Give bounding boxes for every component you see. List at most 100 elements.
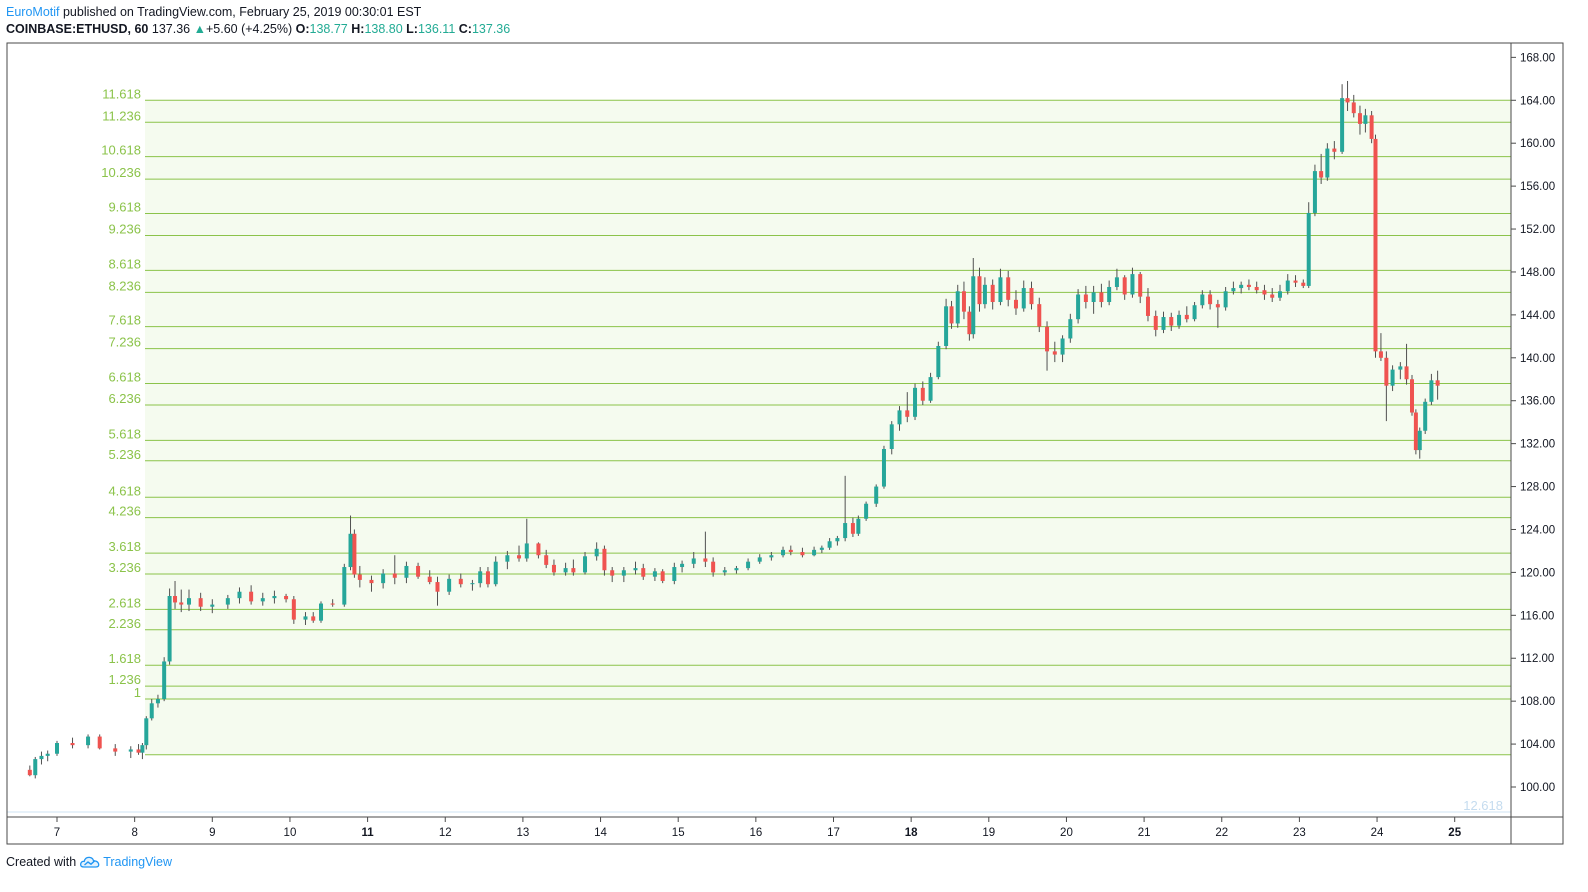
candle-down [517, 545, 522, 562]
candle-body [45, 753, 50, 756]
candle-up [140, 743, 145, 760]
candle-body [1145, 296, 1150, 316]
candle-down [1013, 290, 1018, 315]
candle-up [1161, 311, 1166, 334]
candle-body [311, 616, 316, 621]
candle-up [167, 588, 172, 665]
candle-up [144, 716, 149, 750]
candle-down [1254, 281, 1259, 294]
fib-level-label: 10.618 [101, 143, 141, 158]
candle-body [1378, 351, 1383, 358]
candle-body [260, 598, 265, 602]
price-axis[interactable]: 168.00 164.00 160.00 156.00 152.00 148.00 144.… [1511, 52, 1555, 794]
candle-body [734, 568, 739, 571]
candle-up [971, 258, 976, 339]
candle-body [920, 387, 925, 401]
published-text: published on TradingView.com, February 2… [62, 5, 422, 19]
candle-up [864, 501, 869, 521]
candle-up [381, 569, 386, 589]
candle-body [864, 503, 869, 519]
candle-body [1262, 290, 1267, 295]
candle-down [1145, 288, 1150, 322]
candle-up [1340, 84, 1345, 154]
candle-body [1312, 171, 1317, 213]
candle-body [819, 547, 824, 550]
candle-down [641, 563, 646, 580]
time-tick-label: 15 [672, 827, 685, 839]
candle-body [225, 598, 230, 605]
candle-down [1357, 105, 1362, 135]
candle-body [1122, 277, 1127, 295]
candle-up [757, 554, 762, 564]
candle-down [1037, 297, 1042, 333]
candle-up [210, 599, 215, 614]
candle-body [1285, 280, 1290, 292]
candle-down [905, 392, 910, 423]
candle-up [936, 341, 941, 380]
time-tick-label: 16 [749, 827, 762, 839]
fib-level-label: 10.236 [101, 165, 141, 180]
candle-down [536, 542, 541, 559]
candle-body [342, 567, 347, 605]
price-tick-label: 116.00 [1520, 610, 1554, 622]
candle-up [874, 484, 879, 507]
tradingview-brand[interactable]: TradingView [103, 855, 172, 869]
time-axis[interactable]: 7 8 9 10 11 12 13 14 15 16 17 18 19 20 21 22 23 24 25 [54, 817, 1462, 839]
candle-up [1068, 313, 1073, 343]
candle-up [342, 563, 347, 607]
candle-body [913, 387, 918, 417]
created-with-text: Created with [6, 855, 77, 869]
candle-up [1114, 268, 1119, 291]
candle-body [284, 596, 289, 600]
candle-body [348, 533, 353, 568]
candle-body [812, 549, 817, 556]
candle-body [594, 548, 599, 557]
candle-down [1215, 299, 1220, 328]
candle-body [272, 596, 277, 599]
candle-up [86, 734, 91, 749]
candle-body [769, 555, 774, 558]
candle-down [97, 734, 102, 750]
candle-body [1223, 291, 1228, 308]
candle-body [1037, 304, 1042, 327]
candle-up [944, 298, 949, 350]
candle-up [272, 590, 277, 604]
candle-body [485, 571, 490, 585]
candle-body [173, 596, 178, 603]
fib-extension-layer: 11.61811.23610.61810.2369.6189.2368.6188… [7, 86, 1511, 813]
fib-level-label: 3.618 [108, 539, 141, 554]
time-tick-label: 20 [1060, 827, 1073, 839]
candle-body [680, 563, 685, 568]
time-tick-label: 18 [905, 827, 918, 839]
candle-down [113, 744, 118, 756]
candle-body [967, 311, 972, 335]
fib-level-label: 1.618 [108, 651, 141, 666]
candle-body [563, 568, 568, 573]
last-price: 137.36 [151, 22, 191, 36]
candle-body [583, 556, 588, 573]
price-tick-label: 132.00 [1520, 439, 1555, 451]
candle-down [1345, 80, 1350, 112]
fib-level-label: 2.618 [108, 595, 141, 610]
candle-up [856, 515, 861, 536]
candle-down [1384, 351, 1389, 422]
candle-down [70, 737, 75, 749]
author-link[interactable]: EuroMotif [6, 5, 60, 19]
price-tick-label: 164.00 [1520, 95, 1555, 107]
candle-body [198, 598, 203, 607]
candle-up [55, 740, 59, 756]
candle-up [1423, 398, 1428, 434]
candle-down [544, 549, 549, 569]
candle-body [1345, 98, 1350, 103]
candle-down [1099, 283, 1104, 308]
candle-body [1076, 294, 1081, 320]
candle-up [812, 546, 817, 557]
candle-down [1029, 281, 1034, 310]
candle-body [835, 538, 840, 542]
candle-body [70, 743, 75, 746]
candle-down [920, 381, 925, 406]
candle-body [571, 568, 576, 573]
candle-body [1390, 369, 1395, 386]
candle-down [551, 559, 556, 576]
